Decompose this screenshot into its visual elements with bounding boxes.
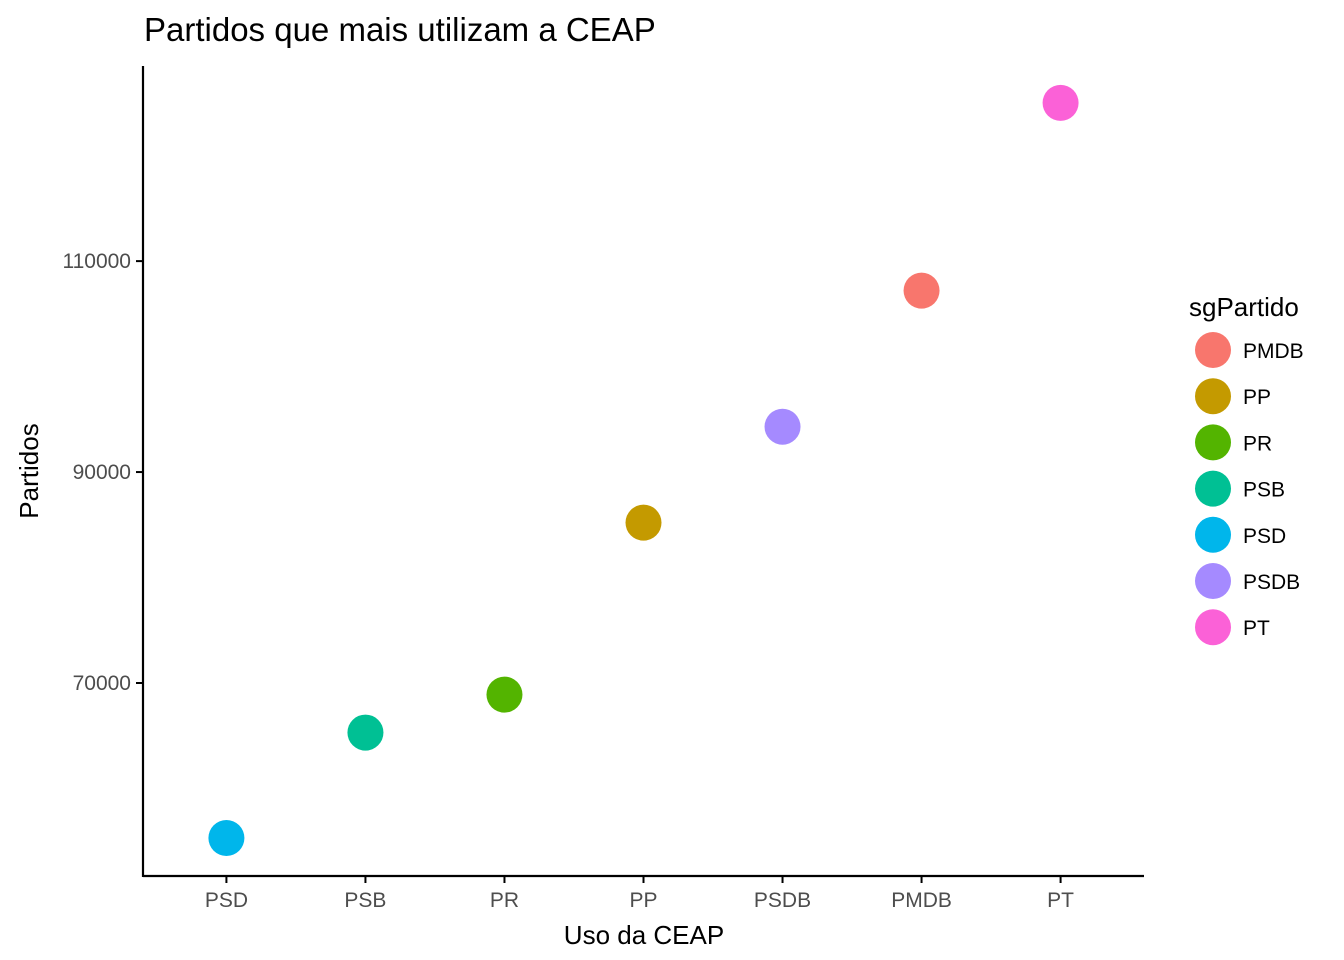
legend-label-pt: PT: [1243, 617, 1270, 640]
legend-swatch-psdb: [1195, 563, 1231, 599]
x-axis-title: Uso da CEAP: [564, 920, 724, 950]
legend-swatch-pp: [1195, 378, 1231, 415]
legend-swatch-psb: [1195, 470, 1231, 507]
legend: sgPartido PMDB PP PR PSB PSD PSDB PT: [1189, 292, 1304, 646]
data-point-pt: [1042, 84, 1079, 121]
legend-swatch-pr: [1195, 424, 1231, 461]
legend-title: sgPartido: [1189, 292, 1299, 322]
x-tick-label: PMDB: [891, 889, 952, 912]
legend-label-pp: PP: [1243, 386, 1271, 409]
legend-swatch-pt: [1195, 609, 1231, 646]
legend-label-psd: PSD: [1243, 525, 1286, 548]
x-tick-label: PSDB: [754, 889, 811, 912]
legend-items: PMDB PP PR PSB PSD PSDB PT: [1195, 332, 1304, 646]
x-ticks: PSD PSB PR PP PSDB PMDB PT: [205, 876, 1074, 912]
data-point-pp: [625, 504, 662, 541]
x-tick-label: PSD: [205, 889, 248, 912]
data-point-psb: [347, 714, 384, 751]
legend-label-pmdb: PMDB: [1243, 340, 1304, 363]
y-ticks: 70000 90000 110000: [62, 250, 143, 695]
data-points: [208, 84, 1079, 857]
legend-swatch-psd: [1195, 516, 1231, 553]
chart-title: Partidos que mais utilizam a CEAP: [144, 11, 656, 48]
x-tick-label: PP: [629, 889, 657, 912]
legend-swatch-pmdb: [1195, 332, 1231, 368]
x-tick-label: PR: [490, 889, 519, 912]
data-point-pr: [486, 676, 523, 713]
data-point-psd: [208, 820, 245, 857]
y-tick-label: 110000: [62, 250, 131, 273]
data-point-psdb: [764, 408, 801, 445]
x-tick-label: PT: [1047, 889, 1074, 912]
legend-label-psdb: PSDB: [1243, 571, 1300, 594]
plot-area: 70000 90000 110000 PSD PSB PR PP PSDB PMDB PT: [62, 66, 1144, 912]
legend-label-psb: PSB: [1243, 479, 1285, 502]
x-tick-label: PSB: [344, 889, 386, 912]
legend-label-pr: PR: [1243, 432, 1272, 455]
y-tick-label: 90000: [73, 461, 131, 484]
y-tick-label: 70000: [73, 672, 131, 695]
y-axis-title: Partidos: [14, 423, 44, 518]
data-point-pmdb: [903, 272, 940, 309]
